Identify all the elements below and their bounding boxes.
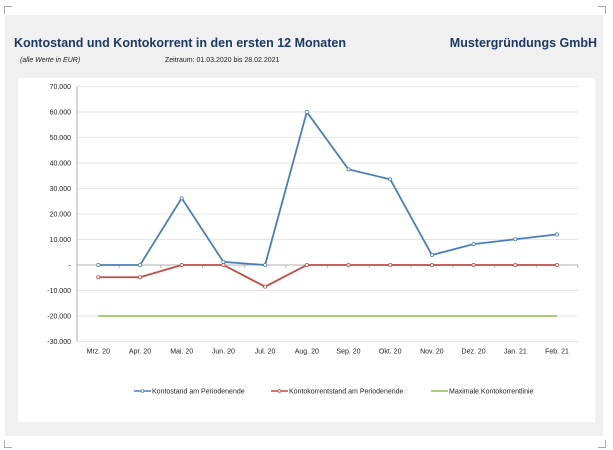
corner-mark-bottom-right	[598, 440, 606, 448]
legend-marker	[140, 389, 145, 393]
data-point	[388, 262, 393, 267]
data-point	[429, 262, 434, 267]
legend-label: Kontokorrentstand am Periodenende	[289, 389, 404, 396]
data-point	[304, 110, 309, 115]
data-point	[221, 262, 226, 267]
data-point	[555, 232, 560, 237]
data-point	[96, 275, 101, 280]
x-tick-label: Sep. 20	[336, 349, 360, 356]
x-tick-label: Nov. 20	[420, 349, 444, 356]
x-tick-label: Aug. 20	[295, 349, 319, 356]
y-tick-label: -	[69, 263, 72, 270]
data-point	[263, 284, 268, 289]
page-title: Kontostand und Kontokorrent in den erste…	[14, 36, 346, 50]
y-tick-label: 20.000	[50, 212, 72, 219]
legend-marker	[277, 389, 282, 393]
corner-mark-bottom-left	[4, 440, 12, 448]
y-tick-label: -30.000	[47, 339, 71, 346]
unit-note: (alle Werte in EUR)	[20, 57, 81, 64]
data-point	[388, 177, 393, 182]
data-point	[471, 262, 476, 267]
x-tick-label: Jul. 20	[255, 349, 276, 356]
x-tick-label: Jan. 21	[504, 349, 527, 356]
y-tick-label: 30.000	[50, 186, 72, 193]
legend-label: Maximale Kontokorrentlinie	[449, 389, 534, 396]
corner-mark-top-left	[4, 6, 12, 14]
data-point	[137, 275, 142, 280]
legend-label: Kontostand am Periodenende	[152, 389, 245, 396]
x-tick-label: Okt. 20	[379, 349, 402, 356]
series-line-1	[98, 264, 557, 288]
y-tick-label: 10.000	[50, 237, 72, 244]
data-point	[179, 262, 184, 267]
data-point	[346, 262, 351, 267]
data-point	[429, 253, 434, 258]
x-tick-label: Mai. 20	[170, 349, 193, 356]
data-point	[263, 262, 268, 267]
data-point	[137, 262, 142, 267]
data-point	[96, 262, 101, 267]
x-tick-label: Mrz. 20	[87, 349, 110, 356]
y-tick-label: 40.000	[50, 161, 72, 168]
x-tick-label: Feb. 21	[545, 349, 569, 356]
data-point	[513, 237, 518, 242]
company-name: Mustergründungs GmbH	[449, 36, 597, 50]
chart-area	[18, 78, 595, 422]
data-point	[471, 242, 476, 247]
period-label: Zeitraum: 01.03.2020 bis 28.02.2021	[165, 57, 280, 64]
y-tick-label: -20.000	[47, 314, 71, 321]
data-point	[179, 196, 184, 201]
x-tick-label: Jun. 20	[212, 349, 235, 356]
data-point	[346, 167, 351, 172]
y-tick-label: 50.000	[50, 135, 72, 142]
y-tick-label: -10.000	[47, 288, 71, 295]
x-tick-label: Dez. 20	[462, 349, 486, 356]
data-point	[304, 262, 309, 267]
x-tick-label: Apr. 20	[129, 349, 151, 356]
y-tick-label: 60.000	[50, 110, 72, 117]
series-line-0	[98, 109, 558, 266]
y-tick-label: 70.000	[50, 84, 72, 91]
corner-mark-top-right	[598, 6, 606, 14]
data-point	[513, 262, 518, 267]
data-point	[555, 262, 560, 267]
